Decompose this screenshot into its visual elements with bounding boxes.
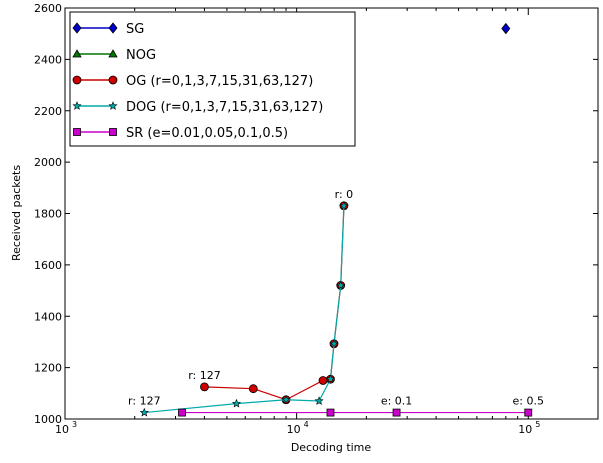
legend: SG NOG OG (r=0,1,3,7,15,31,63,127) DOG (r=0… bbox=[69, 11, 356, 147]
legend-box bbox=[69, 11, 356, 147]
data-point-star bbox=[336, 280, 346, 290]
legend-marker bbox=[72, 75, 82, 85]
legend-marker bbox=[108, 49, 118, 58]
legend-marker bbox=[108, 101, 118, 110]
x-tick-exponent: 4 bbox=[304, 420, 309, 429]
y-tick-label: 2400 bbox=[34, 53, 62, 66]
annotation-label: e: 0.5 bbox=[513, 395, 544, 408]
annotation-label: r: 127 bbox=[128, 395, 161, 408]
x-tick-exponent: 3 bbox=[72, 420, 77, 429]
data-point-square bbox=[326, 408, 335, 417]
y-tick-label: 2600 bbox=[34, 2, 62, 15]
data-point-circle bbox=[200, 382, 209, 392]
data-point-star bbox=[231, 398, 242, 408]
annotations: r: 0 r: 127 r: 127 e: 0.1 e: 0.5 bbox=[128, 188, 544, 408]
data-point-circle bbox=[318, 376, 328, 385]
data-point-star bbox=[329, 338, 339, 348]
x-axis-label: Decoding time bbox=[291, 441, 372, 454]
x-tick-label: 10 bbox=[55, 423, 69, 436]
legend-marker bbox=[73, 128, 81, 136]
data-point-diamond bbox=[501, 22, 511, 35]
legend-marker bbox=[72, 22, 82, 34]
legend-label: DOG (r=0,1,3,7,15,31,63,127) bbox=[126, 100, 323, 115]
data-point-square bbox=[524, 408, 533, 417]
legend-label: SR (e=0.01,0.05,0.1,0.5) bbox=[126, 126, 288, 141]
series-layer bbox=[139, 22, 533, 417]
y-tick-label: 1200 bbox=[34, 362, 62, 375]
data-point-star bbox=[281, 394, 291, 404]
legend-marker bbox=[109, 128, 117, 136]
legend-label: OG (r=0,1,3,7,15,31,63,127) bbox=[126, 74, 313, 89]
data-point-circle bbox=[248, 384, 258, 394]
legend-marker bbox=[72, 101, 82, 110]
annotation-label: e: 0.1 bbox=[381, 395, 412, 408]
x-tick-label: 10 bbox=[287, 423, 301, 436]
data-point-star bbox=[325, 374, 336, 384]
data-point-star bbox=[314, 396, 324, 405]
annotation-label: r: 0 bbox=[335, 188, 354, 201]
legend-label: NOG bbox=[126, 48, 156, 63]
x-tick-label: 10 bbox=[518, 423, 532, 436]
legend-marker bbox=[108, 22, 118, 34]
series-line-star bbox=[144, 205, 345, 414]
x-tick-exponent: 5 bbox=[535, 420, 540, 429]
y-tick-label: 2000 bbox=[34, 156, 62, 169]
legend-marker bbox=[72, 49, 82, 58]
y-tick-label: 2200 bbox=[34, 105, 62, 118]
y-tick-label: 1800 bbox=[34, 208, 62, 221]
data-point-star bbox=[339, 201, 349, 210]
annotation-label: r: 127 bbox=[188, 369, 221, 382]
data-point-square bbox=[392, 408, 401, 417]
y-tick-label: 1600 bbox=[34, 259, 62, 272]
legend-label: SG bbox=[126, 22, 144, 37]
data-point-square bbox=[178, 408, 186, 417]
legend-marker bbox=[108, 75, 118, 85]
data-point-star bbox=[139, 407, 149, 417]
y-tick-label: 1000 bbox=[34, 413, 62, 426]
y-tick-label: 1400 bbox=[34, 310, 62, 323]
y-axis-label: Received packets bbox=[10, 165, 23, 261]
